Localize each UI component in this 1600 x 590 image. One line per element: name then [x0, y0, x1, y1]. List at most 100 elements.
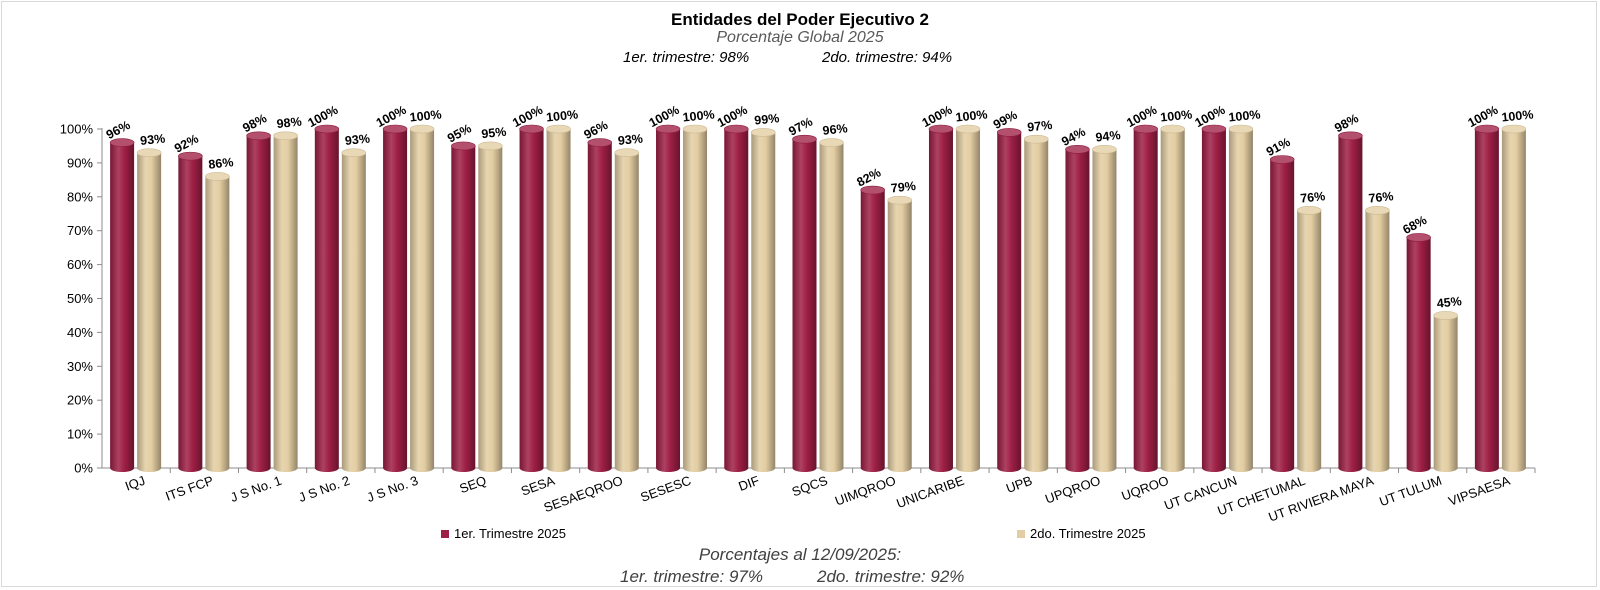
bar-top: [1365, 206, 1390, 215]
bar-top: [1023, 134, 1049, 144]
bar-top: [587, 138, 613, 147]
bar-q1: [1065, 149, 1090, 472]
data-label: 100%: [682, 107, 715, 124]
bar-top: [928, 124, 954, 134]
chart-subtitle: Porcentaje Global 2025: [716, 29, 884, 46]
y-tick-label: 80%: [67, 189, 93, 204]
bar-q2: [1365, 210, 1390, 473]
bar-top: [1501, 124, 1527, 134]
bar-q2: [1024, 139, 1049, 473]
bar-top: [1228, 124, 1254, 134]
x-tick-label: J S No. 3: [365, 473, 420, 505]
data-label: 95%: [481, 125, 507, 142]
bar-q2: [1228, 129, 1253, 472]
data-label: 99%: [754, 111, 780, 128]
bar-top: [860, 185, 886, 195]
footer-date-note: Porcentajes al 12/09/2025:: [698, 545, 902, 564]
x-tick-label: UNICARIBE: [894, 473, 966, 511]
bar-top: [246, 131, 271, 141]
data-label: 76%: [1368, 189, 1394, 206]
bar-top: [1433, 311, 1458, 320]
data-label: 100%: [955, 107, 988, 124]
bar-top: [109, 138, 135, 147]
y-tick-label: 90%: [67, 155, 93, 170]
data-label: 45%: [1436, 294, 1462, 311]
data-label: 100%: [545, 107, 578, 124]
bar-q2: [1433, 315, 1458, 472]
bar-q1: [724, 129, 749, 472]
bar-q1: [1406, 237, 1431, 472]
bar-top: [1406, 233, 1431, 242]
bar-top: [519, 124, 544, 134]
bar-q2: [273, 135, 298, 472]
footer-q1: 1er. trimestre: 97%: [620, 567, 763, 586]
data-label: 100%: [1160, 107, 1193, 124]
data-label: 79%: [890, 179, 916, 196]
x-tick-label: UPQROO: [1043, 473, 1102, 507]
data-label: 86%: [208, 155, 234, 172]
bar-top: [1092, 145, 1117, 154]
y-tick-label: 10%: [67, 427, 93, 442]
legend-swatch: [1017, 530, 1025, 538]
bar-q2: [751, 132, 776, 472]
bar-q1: [587, 142, 612, 472]
data-label: 100%: [1228, 107, 1261, 124]
x-tick-label: VIPSAESA: [1446, 473, 1512, 509]
bar-top: [750, 128, 776, 137]
bar-q2: [887, 200, 912, 472]
y-tick-label: 60%: [67, 257, 93, 272]
x-tick-label: UIMQROO: [833, 473, 898, 509]
chart-title: Entidades del Poder Ejecutivo 2: [671, 10, 929, 29]
data-label: 97%: [1027, 118, 1053, 135]
bar-top: [792, 134, 817, 144]
bar-top: [996, 128, 1022, 137]
bar-top: [682, 124, 708, 134]
bar-top: [1338, 131, 1363, 141]
bar-top: [1133, 124, 1158, 134]
bar-top: [819, 138, 844, 147]
bar-q2: [410, 129, 435, 472]
x-tick-label: DIF: [736, 473, 761, 494]
bar-top: [1296, 206, 1322, 215]
bar-q1: [928, 129, 953, 472]
bar-q1: [1201, 129, 1226, 472]
bar-q1: [656, 129, 681, 472]
y-tick-label: 20%: [67, 393, 93, 408]
data-label: 96%: [822, 121, 848, 138]
y-tick-label: 70%: [67, 223, 93, 238]
y-tick-label: 50%: [67, 291, 93, 306]
bar-q2: [955, 129, 980, 472]
bar-q2: [1092, 149, 1117, 472]
bar-q1: [314, 129, 339, 472]
legend-label: 1er. Trimestre 2025: [454, 526, 566, 541]
x-tick-label: SESA: [519, 473, 557, 499]
bar-q1: [1338, 135, 1363, 472]
bar-q2: [614, 152, 639, 473]
bar-q2: [1501, 129, 1526, 472]
bar-top: [451, 141, 476, 151]
legend-label: 2do. Trimestre 2025: [1030, 526, 1146, 541]
bar-q2: [819, 142, 844, 472]
bar-top: [478, 141, 503, 151]
data-label: 93%: [344, 131, 370, 148]
bar-top: [955, 124, 981, 134]
legend-swatch: [441, 530, 449, 538]
bar-top: [1474, 124, 1500, 134]
footer-q2: 2do. trimestre: 92%: [817, 567, 965, 586]
x-tick-label: UPB: [1004, 473, 1034, 496]
data-label: 100%: [409, 107, 442, 124]
bar-q1: [860, 190, 885, 472]
y-tick-label: 100%: [60, 122, 94, 137]
data-label: 100%: [1501, 107, 1534, 124]
bar-q2: [546, 129, 571, 472]
bar-top: [382, 124, 408, 134]
bar-top: [614, 148, 640, 158]
bar-q1: [246, 135, 271, 472]
bar-top: [887, 195, 913, 205]
bar-q2: [1297, 210, 1322, 473]
bar-top: [136, 148, 162, 158]
bar-q2: [341, 152, 366, 473]
data-label: 93%: [617, 131, 643, 148]
